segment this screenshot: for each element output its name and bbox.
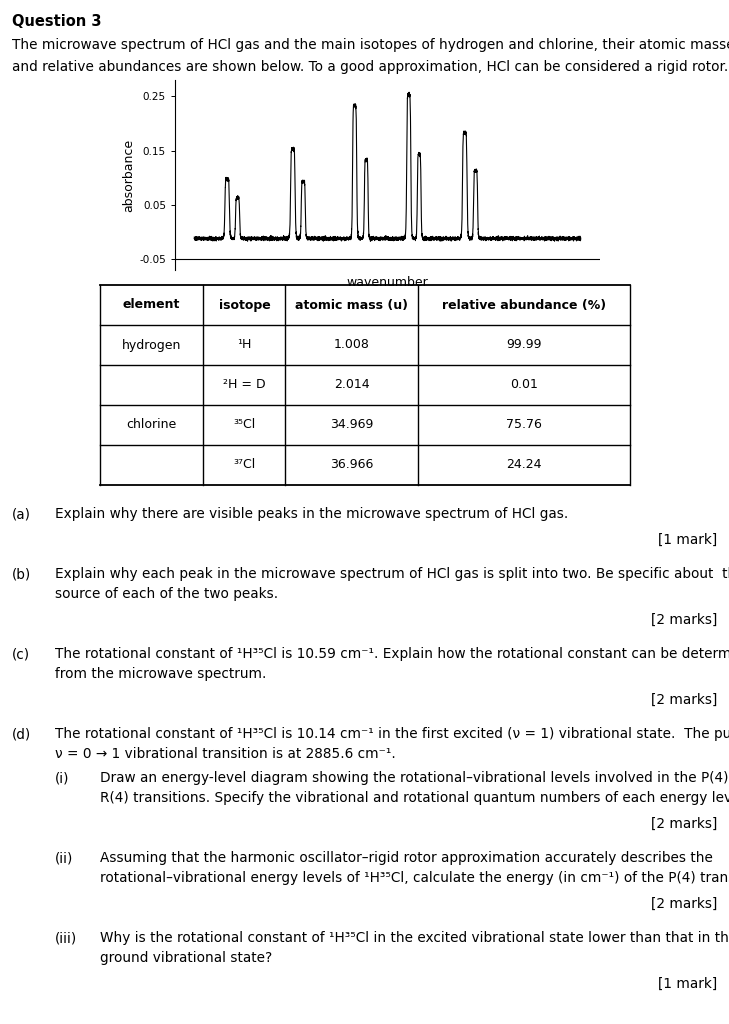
Text: isotope: isotope xyxy=(219,299,270,311)
Text: (iii): (iii) xyxy=(55,931,77,945)
Text: [2 marks]: [2 marks] xyxy=(650,897,717,911)
Text: [1 mark]: [1 mark] xyxy=(658,977,717,991)
Text: (i): (i) xyxy=(55,771,69,785)
Text: 36.966: 36.966 xyxy=(330,459,373,471)
Y-axis label: absorbance: absorbance xyxy=(122,138,135,212)
Text: ground vibrational state?: ground vibrational state? xyxy=(100,951,272,965)
Text: (ii): (ii) xyxy=(55,851,74,865)
Text: R(4) transitions. Specify the vibrational and rotational quantum numbers of each: R(4) transitions. Specify the vibrationa… xyxy=(100,791,729,805)
Text: Explain why each peak in the microwave spectrum of HCl gas is split into two. Be: Explain why each peak in the microwave s… xyxy=(55,567,729,581)
Text: (a): (a) xyxy=(12,507,31,521)
Text: (c): (c) xyxy=(12,647,30,662)
Text: source of each of the two peaks.: source of each of the two peaks. xyxy=(55,587,278,601)
Text: [2 marks]: [2 marks] xyxy=(650,613,717,627)
Text: 75.76: 75.76 xyxy=(506,419,542,431)
Text: 34.969: 34.969 xyxy=(330,419,373,431)
Text: [2 marks]: [2 marks] xyxy=(650,693,717,707)
Text: 0.01: 0.01 xyxy=(510,379,538,391)
Text: [1 mark]: [1 mark] xyxy=(658,534,717,547)
Text: (b): (b) xyxy=(12,567,31,581)
Text: from the microwave spectrum.: from the microwave spectrum. xyxy=(55,667,266,681)
Text: relative abundance (%): relative abundance (%) xyxy=(442,299,606,311)
Text: Draw an energy-level diagram showing the rotational–vibrational levels involved : Draw an energy-level diagram showing the… xyxy=(100,771,729,785)
X-axis label: wavenumber: wavenumber xyxy=(346,275,429,289)
Text: Question 3: Question 3 xyxy=(12,14,101,29)
Text: atomic mass (u): atomic mass (u) xyxy=(295,299,408,311)
Text: 99.99: 99.99 xyxy=(506,339,542,351)
Text: The microwave spectrum of HCl gas and the main isotopes of hydrogen and chlorine: The microwave spectrum of HCl gas and th… xyxy=(12,38,729,52)
Text: Why is the rotational constant of ¹H³⁵Cl in the excited vibrational state lower : Why is the rotational constant of ¹H³⁵Cl… xyxy=(100,931,729,945)
Text: The rotational constant of ¹H³⁵Cl is 10.59 cm⁻¹. Explain how the rotational cons: The rotational constant of ¹H³⁵Cl is 10.… xyxy=(55,647,729,662)
Text: ν = 0 → 1 vibrational transition is at 2885.6 cm⁻¹.: ν = 0 → 1 vibrational transition is at 2… xyxy=(55,746,396,761)
Text: Assuming that the harmonic oscillator–rigid rotor approximation accurately descr: Assuming that the harmonic oscillator–ri… xyxy=(100,851,713,865)
Text: 2.014: 2.014 xyxy=(334,379,370,391)
Text: The rotational constant of ¹H³⁵Cl is 10.14 cm⁻¹ in the first excited (ν = 1) vib: The rotational constant of ¹H³⁵Cl is 10.… xyxy=(55,727,729,741)
Text: ²H = D: ²H = D xyxy=(223,379,266,391)
Text: ³⁷Cl: ³⁷Cl xyxy=(233,459,256,471)
Text: element: element xyxy=(123,299,180,311)
Text: hydrogen: hydrogen xyxy=(122,339,182,351)
Text: Explain why there are visible peaks in the microwave spectrum of HCl gas.: Explain why there are visible peaks in t… xyxy=(55,507,568,521)
Text: 1.008: 1.008 xyxy=(334,339,370,351)
Text: and relative abundances are shown below. To a good approximation, HCl can be con: and relative abundances are shown below.… xyxy=(12,60,728,74)
Text: 24.24: 24.24 xyxy=(506,459,542,471)
Text: ¹H: ¹H xyxy=(237,339,252,351)
Text: chlorine: chlorine xyxy=(127,419,177,431)
Text: ³⁵Cl: ³⁵Cl xyxy=(233,419,256,431)
Text: rotational–vibrational energy levels of ¹H³⁵Cl, calculate the energy (in cm⁻¹) o: rotational–vibrational energy levels of … xyxy=(100,871,729,885)
Text: (d): (d) xyxy=(12,727,31,741)
Text: [2 marks]: [2 marks] xyxy=(650,817,717,831)
